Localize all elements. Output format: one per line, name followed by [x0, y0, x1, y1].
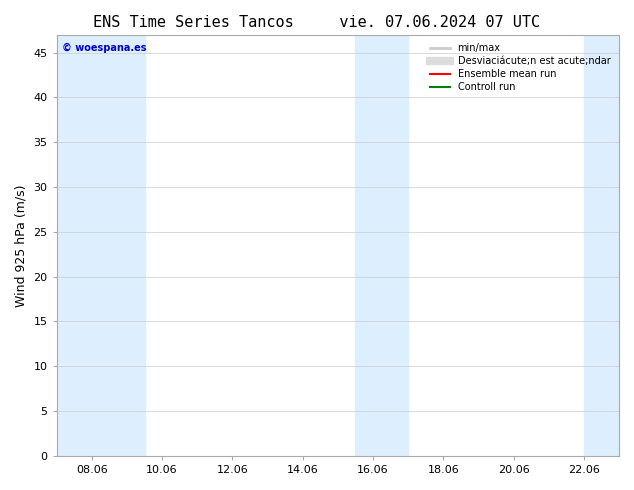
- Y-axis label: Wind 925 hPa (m/s): Wind 925 hPa (m/s): [15, 184, 28, 307]
- Text: ENS Time Series Tancos     vie. 07.06.2024 07 UTC: ENS Time Series Tancos vie. 07.06.2024 0…: [93, 15, 541, 30]
- Bar: [584, 35, 619, 456]
- Text: © woespana.es: © woespana.es: [62, 43, 147, 53]
- Bar: [356, 35, 408, 456]
- Legend: min/max, Desviaciácute;n est acute;ndar, Ensemble mean run, Controll run: min/max, Desviaciácute;n est acute;ndar,…: [427, 40, 614, 96]
- Bar: [56, 35, 145, 456]
